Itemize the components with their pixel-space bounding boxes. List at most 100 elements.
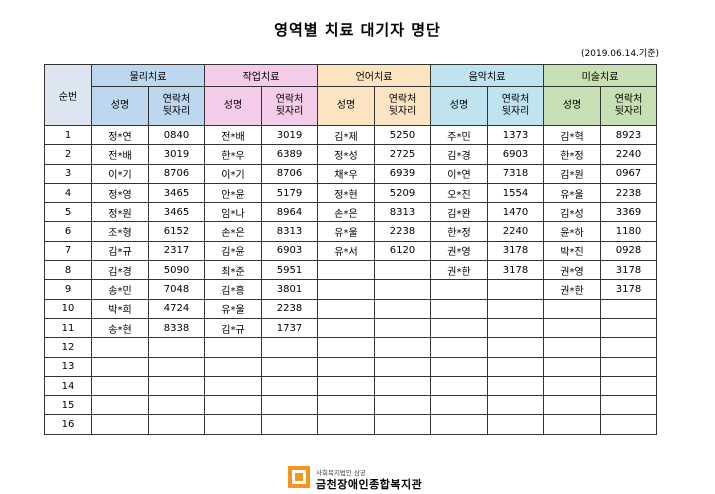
cell-ot-contact bbox=[261, 375, 318, 397]
cell-st-name bbox=[317, 395, 375, 416]
cell-ot-contact bbox=[261, 337, 318, 358]
cell-ot-contact: 6903 bbox=[261, 240, 318, 262]
footer-foundation: 사회복지법인 삼궁 bbox=[316, 469, 366, 477]
cell-mt-name bbox=[430, 395, 488, 416]
cell-ot-name: 전*배 bbox=[204, 124, 262, 146]
table-row: 16 bbox=[44, 414, 657, 435]
cell-st-name: 정*성 bbox=[317, 144, 375, 165]
cell-seq: 1 bbox=[44, 124, 92, 146]
cell-ot-contact: 5179 bbox=[261, 182, 318, 204]
cell-mt-contact: 2240 bbox=[487, 221, 544, 242]
cell-at-contact: 3178 bbox=[600, 260, 657, 281]
cell-st-name: 채*우 bbox=[317, 163, 375, 184]
cell-at-contact: 2240 bbox=[600, 144, 657, 165]
cell-st-contact bbox=[374, 375, 431, 397]
table-row: 8 김*경 5090 최*준 5951 권*한 3178 권*영 3178 bbox=[44, 260, 657, 281]
cell-seq: 8 bbox=[44, 260, 92, 281]
contact-subheader: 연락처 뒷자리 bbox=[261, 86, 318, 126]
cell-pt-contact: 3019 bbox=[148, 144, 205, 165]
cell-pt-name: 송*현 bbox=[91, 317, 149, 339]
cell-pt-name bbox=[91, 337, 149, 358]
cell-at-contact: 0928 bbox=[600, 240, 657, 262]
table-row: 12 bbox=[44, 337, 657, 358]
cell-seq: 12 bbox=[44, 337, 92, 358]
cell-st-contact bbox=[374, 356, 431, 377]
name-subheader: 성명 bbox=[91, 86, 149, 126]
table-row: 1 정*연 0840 전*배 3019 김*제 5250 주*민 1373 김*혁 8923 bbox=[44, 124, 657, 146]
cell-pt-name: 송*민 bbox=[91, 279, 149, 300]
cell-pt-name: 정*연 bbox=[91, 124, 149, 146]
cell-seq: 5 bbox=[44, 202, 92, 223]
cell-st-name bbox=[317, 317, 375, 339]
cell-pt-name: 조*형 bbox=[91, 221, 149, 242]
cell-ot-name: 손*은 bbox=[204, 221, 262, 242]
cell-ot-name: 한*우 bbox=[204, 144, 262, 165]
cell-mt-contact bbox=[487, 317, 544, 339]
table-row: 4 정*영 3465 안*윤 5179 정*현 5209 오*진 1554 유*울 2238 bbox=[44, 182, 657, 204]
cell-at-contact: 8923 bbox=[600, 124, 657, 146]
cell-ot-name: 김*흥 bbox=[204, 279, 262, 300]
cell-at-name: 김*성 bbox=[543, 202, 601, 223]
cell-pt-contact: 8338 bbox=[148, 317, 205, 339]
cell-mt-name: 오*진 bbox=[430, 182, 488, 204]
cell-pt-name: 김*규 bbox=[91, 240, 149, 262]
waitlist-table: 순번 물리치료 작업치료 언어치료 음악치료 미술치료 성명 연락처 뒷자리 성명… bbox=[44, 64, 657, 435]
cell-pt-name bbox=[91, 375, 149, 397]
cell-ot-name: 이*기 bbox=[204, 163, 262, 184]
cell-at-contact bbox=[600, 375, 657, 397]
name-subheader: 성명 bbox=[317, 86, 375, 126]
contact-subheader: 연락처 뒷자리 bbox=[600, 86, 657, 126]
cell-mt-name bbox=[430, 317, 488, 339]
cell-mt-contact: 3178 bbox=[487, 240, 544, 262]
cell-mt-name: 권*영 bbox=[430, 240, 488, 262]
cell-ot-contact bbox=[261, 395, 318, 416]
cell-ot-contact: 2238 bbox=[261, 298, 318, 319]
cell-seq: 15 bbox=[44, 395, 92, 416]
cell-mt-name bbox=[430, 414, 488, 435]
cell-ot-name bbox=[204, 375, 262, 397]
footer-org-name: 금천장애인종합복지관 bbox=[316, 478, 423, 491]
cell-mt-contact: 6903 bbox=[487, 144, 544, 165]
cell-pt-name: 김*경 bbox=[91, 260, 149, 281]
cell-mt-contact bbox=[487, 375, 544, 397]
cell-pt-contact: 2317 bbox=[148, 240, 205, 262]
cell-at-contact: 0967 bbox=[600, 163, 657, 184]
cell-st-contact bbox=[374, 395, 431, 416]
cell-seq: 9 bbox=[44, 279, 92, 300]
cell-ot-name: 안*윤 bbox=[204, 182, 262, 204]
cell-at-contact: 2238 bbox=[600, 182, 657, 204]
cell-at-name bbox=[543, 375, 601, 397]
cell-st-name bbox=[317, 375, 375, 397]
cell-at-name: 유*울 bbox=[543, 182, 601, 204]
cell-mt-contact bbox=[487, 279, 544, 300]
cell-pt-contact: 6152 bbox=[148, 221, 205, 242]
category-header-speech: 언어치료 bbox=[317, 64, 431, 87]
contact-subheader: 연락처 뒷자리 bbox=[148, 86, 205, 126]
cell-mt-contact: 7318 bbox=[487, 163, 544, 184]
cell-seq: 7 bbox=[44, 240, 92, 262]
cell-mt-name: 한*정 bbox=[430, 221, 488, 242]
waitlist-body: 1 정*연 0840 전*배 3019 김*제 5250 주*민 1373 김*혁 8923 2 전*배… bbox=[44, 124, 657, 435]
cell-pt-name bbox=[91, 414, 149, 435]
cell-st-contact: 2238 bbox=[374, 221, 431, 242]
cell-pt-contact: 8706 bbox=[148, 163, 205, 184]
org-logo-icon bbox=[288, 466, 310, 488]
cell-mt-contact bbox=[487, 356, 544, 377]
cell-seq: 4 bbox=[44, 182, 92, 204]
cell-ot-name: 임*나 bbox=[204, 202, 262, 223]
cell-pt-contact: 7048 bbox=[148, 279, 205, 300]
cell-pt-name: 전*배 bbox=[91, 144, 149, 165]
cell-seq: 6 bbox=[44, 221, 92, 242]
cell-ot-contact: 8313 bbox=[261, 221, 318, 242]
cell-pt-contact: 4724 bbox=[148, 298, 205, 319]
cell-mt-contact: 1470 bbox=[487, 202, 544, 223]
cell-st-name bbox=[317, 279, 375, 300]
cell-at-name: 권*한 bbox=[543, 279, 601, 300]
cell-st-contact bbox=[374, 337, 431, 358]
cell-mt-name: 권*한 bbox=[430, 260, 488, 281]
cell-at-name bbox=[543, 395, 601, 416]
contact-subheader: 연락처 뒷자리 bbox=[374, 86, 431, 126]
cell-mt-contact bbox=[487, 414, 544, 435]
cell-at-name: 김*원 bbox=[543, 163, 601, 184]
cell-seq: 14 bbox=[44, 375, 92, 397]
